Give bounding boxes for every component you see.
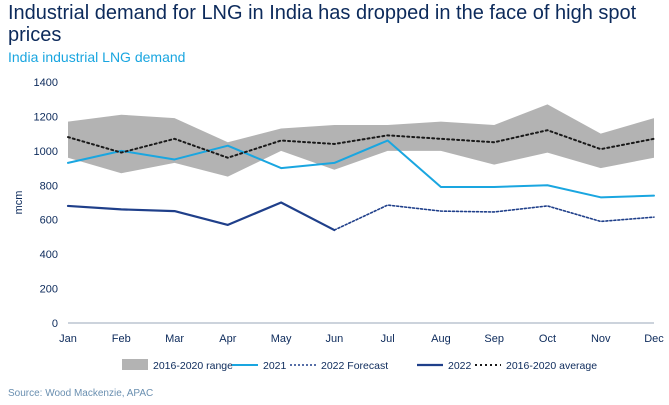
y-tick-label: 1000 [34,146,58,158]
range-band-layer [68,104,654,177]
y-tick-label: 1200 [34,111,58,123]
legend-swatch [122,359,148,370]
x-tick-label: Jan [59,333,77,345]
legend-item: 2021 [232,360,287,372]
y-tick-label: 600 [40,215,58,227]
y-tick-label: 1400 [34,77,58,89]
axes: 0 200 400 600 800 1000 1200 1400 Jan Feb Mar Apr May… [13,77,664,345]
y-tick-label: 400 [40,249,58,261]
page-title: Industrial demand for LNG in India has d… [8,2,637,46]
series-line-2016-2020-average [67,129,655,159]
y-tick-label: 800 [40,180,58,192]
x-tick-label: Apr [219,333,236,345]
x-tick-label: May [271,333,292,345]
legend-label: 2016-2020 range [153,360,233,372]
y-tick-label: 0 [52,318,58,330]
series-line-2022 [66,201,336,232]
legend-label: 2022 [448,360,472,372]
legend-label: 2022 Forecast [321,360,388,372]
legend-label: 2016-2020 average [506,360,597,372]
x-tick-label: Oct [539,333,556,345]
series-line-2021 [67,139,655,199]
x-tick-label: Jul [381,333,395,345]
x-tick-label: Sep [484,333,504,345]
range-band [68,104,654,177]
x-tick-label: Dec [644,333,664,345]
y-axis-label: mcm [13,191,25,215]
chart-subtitle: India industrial LNG demand [8,49,186,65]
legend: 2016-2020 range 2021 2022 Forecast 2022 2016… [122,359,597,372]
legend-item: 2016-2020 average [475,360,597,372]
legend-label: 2021 [263,360,287,372]
series-layer [66,129,655,232]
x-tick-label: Jun [325,333,343,345]
x-tick-label: Feb [112,333,131,345]
x-tick-label: Aug [431,333,451,345]
legend-item: 2022 [417,360,472,372]
source-note: Source: Wood Mackenzie, APAC [8,388,154,399]
x-tick-label: Nov [591,333,611,345]
legend-item: 2016-2020 range [122,359,233,372]
line-chart: 0 200 400 600 800 1000 1200 1400 Jan Feb Mar Apr May… [13,77,664,372]
y-tick-label: 200 [40,284,58,296]
series-line-2022-forecast [333,204,655,231]
x-tick-label: Mar [165,333,184,345]
legend-item: 2022 Forecast [290,360,388,372]
